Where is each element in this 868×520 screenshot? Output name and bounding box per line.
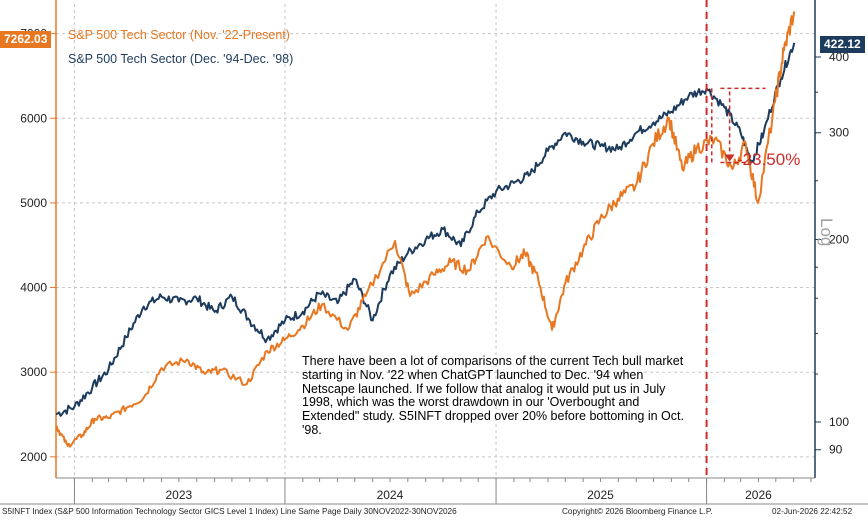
x-tick-label: 2025 <box>587 488 614 502</box>
series-lines <box>55 11 796 448</box>
left-tick-label: 4000 <box>20 281 47 295</box>
legend-entry-navy: S&P 500 Tech Sector (Dec. '94-Dec. '98) <box>68 52 294 66</box>
left-tick-label: 2000 <box>20 450 47 464</box>
left-tick-label: 6000 <box>20 111 47 125</box>
series-line-navy <box>55 42 796 417</box>
footer-source: S5INFT Index (S&P 500 Information Techno… <box>2 507 457 516</box>
right-tick-label: 90 <box>829 443 843 457</box>
gridlines <box>56 4 815 478</box>
orange-last-value-badge: 7262.03 <box>0 31 52 48</box>
series-line-orange <box>55 11 796 448</box>
right-axis-title: Log <box>817 218 836 247</box>
axes <box>0 0 868 505</box>
right-tick-label: 200 <box>829 233 849 247</box>
footer-copyright: Copyright© 2026 Bloomberg Finance L.P. <box>562 507 713 516</box>
tick-labels: 2000300040005000600070009010020030040020… <box>20 27 849 502</box>
navy-last-value-badge: 422.12 <box>820 36 865 53</box>
x-tick-label: 2023 <box>165 488 192 502</box>
right-tick-label: 400 <box>829 50 849 64</box>
right-tick-label: 100 <box>829 415 849 429</box>
annotation-text: There have been a lot of comparisons of … <box>302 354 684 437</box>
footer-timestamp: 02-Jun-2026 22:42:52 <box>772 507 853 516</box>
x-tick-label: 2026 <box>745 488 772 502</box>
left-tick-label: 5000 <box>20 196 47 210</box>
drawdown-arrow-head <box>724 154 735 162</box>
left-tick-label: 3000 <box>20 365 47 379</box>
legend-entry-orange: S&P 500 Tech Sector (Nov. '22-Present) <box>68 28 290 42</box>
drawdown-label: -23.50% <box>737 150 801 169</box>
annotation-markers <box>705 0 766 478</box>
right-tick-label: 300 <box>829 126 849 140</box>
x-tick-label: 2024 <box>377 488 404 502</box>
